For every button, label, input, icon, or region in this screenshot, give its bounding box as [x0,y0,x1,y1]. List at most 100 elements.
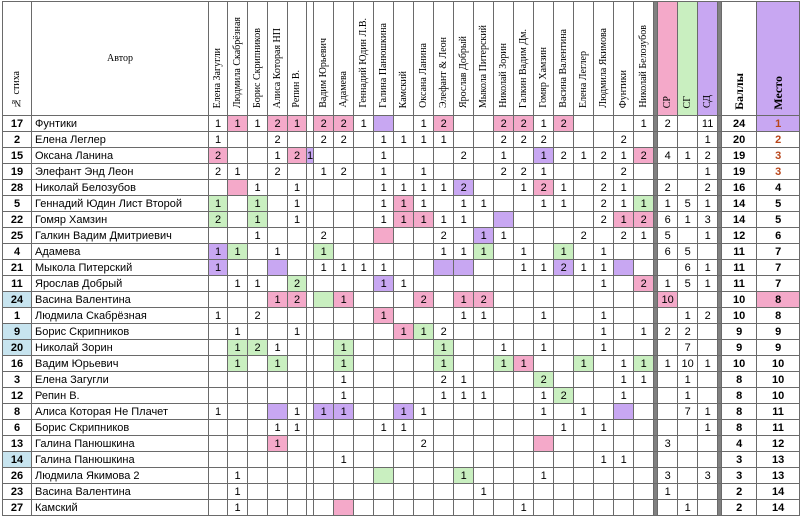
score-cell[interactable] [633,291,655,308]
score-cell[interactable] [433,275,455,292]
score-cell[interactable]: 2 [433,323,455,340]
score-cell[interactable]: 1 [533,339,555,356]
score-cell[interactable]: 1 [473,307,495,324]
score-cell[interactable]: 1 [453,211,475,228]
score-cell[interactable] [573,387,595,404]
score-cell[interactable]: 2 [513,115,535,132]
score-cell[interactable] [453,131,475,148]
score-cell[interactable] [433,499,455,516]
score-cell[interactable] [305,323,315,340]
score-cell[interactable] [513,323,535,340]
score-cell[interactable]: 2 [593,211,615,228]
score-cell[interactable]: 1 [373,211,395,228]
score-cell[interactable] [313,467,335,484]
score-cell[interactable] [227,403,248,420]
score-cell[interactable]: 1 [287,403,307,420]
score-cell[interactable]: 1 [613,371,635,388]
score-cell[interactable]: 1 [593,243,615,260]
score-cell[interactable]: 1 [433,355,455,372]
score-cell[interactable]: 1 [613,387,635,404]
score-cell[interactable]: 1 [573,403,595,420]
score-cell[interactable] [373,115,395,132]
score-cell[interactable] [633,179,655,196]
score-cell[interactable] [333,483,355,500]
score-cell[interactable] [373,451,395,468]
score-cell[interactable] [287,259,307,276]
score-cell[interactable]: 1 [353,115,375,132]
score-cell[interactable]: 2 [208,163,228,180]
score-cell[interactable] [433,163,455,180]
score-cell[interactable] [453,355,475,372]
score-cell[interactable]: 2 [553,147,575,164]
score-cell[interactable] [267,307,288,324]
score-cell[interactable] [247,371,268,388]
score-cell[interactable] [473,211,495,228]
score-cell[interactable] [533,483,555,500]
score-cell[interactable] [413,307,435,324]
score-cell[interactable] [313,291,335,308]
score-cell[interactable] [413,451,435,468]
score-cell[interactable] [593,355,615,372]
score-cell[interactable] [433,291,455,308]
score-cell[interactable] [493,211,515,228]
score-cell[interactable]: 1 [593,307,615,324]
score-cell[interactable] [373,435,395,452]
score-cell[interactable] [593,227,615,244]
author-name[interactable]: Вадим Юрьевич [31,355,209,372]
score-cell[interactable] [267,211,288,228]
score-cell[interactable] [313,147,335,164]
score-cell[interactable] [513,195,535,212]
table-row[interactable]: 22 Гомяр Хамзин 2 1 1 1 1 1 1 1 2 1 2 6 1 3 14 5 [2,211,801,228]
score-cell[interactable]: 2 [553,259,575,276]
score-cell[interactable]: 1 [513,499,535,516]
score-cell[interactable] [313,307,335,324]
score-cell[interactable] [353,275,375,292]
score-cell[interactable]: 1 [267,147,288,164]
score-cell[interactable] [333,179,355,196]
score-cell[interactable]: 1 [593,339,615,356]
score-cell[interactable] [373,483,395,500]
score-cell[interactable]: 1 [227,355,248,372]
score-cell[interactable] [393,499,415,516]
score-cell[interactable] [287,371,307,388]
score-cell[interactable] [453,163,475,180]
score-cell[interactable]: 1 [393,131,415,148]
score-cell[interactable]: 1 [453,307,475,324]
score-cell[interactable] [227,195,248,212]
score-cell[interactable]: 1 [208,243,228,260]
score-cell[interactable]: 1 [267,435,288,452]
score-cell[interactable]: 1 [513,259,535,276]
score-cell[interactable] [353,243,375,260]
score-cell[interactable] [287,307,307,324]
score-cell[interactable] [573,291,595,308]
score-cell[interactable] [313,323,335,340]
score-cell[interactable] [333,435,355,452]
score-cell[interactable] [313,371,335,388]
score-cell[interactable] [333,467,355,484]
score-cell[interactable]: 1 [613,179,635,196]
score-cell[interactable] [493,323,515,340]
score-cell[interactable] [513,435,535,452]
score-cell[interactable]: 2 [593,179,615,196]
score-cell[interactable] [305,371,315,388]
score-cell[interactable] [533,243,555,260]
score-cell[interactable] [593,387,615,404]
score-cell[interactable] [553,211,575,228]
score-cell[interactable] [553,435,575,452]
score-cell[interactable] [208,275,228,292]
score-cell[interactable]: 2 [633,147,655,164]
table-row[interactable]: 16 Вадим Юрьевич 1 1 1 1 1 1 1 1 1 1 10 1 10 10 [2,355,801,372]
score-cell[interactable]: 2 [553,387,575,404]
score-cell[interactable] [433,483,455,500]
score-cell[interactable]: 1 [433,243,455,260]
table-row[interactable]: 5 Геннадий Юдин Лист Второй 1 1 1 1 1 1 1 1 1 1 2 1 1 1… [2,195,801,212]
score-cell[interactable] [393,355,415,372]
score-cell[interactable]: 2 [433,227,455,244]
score-cell[interactable] [353,147,375,164]
score-cell[interactable]: 1 [373,179,395,196]
author-name[interactable]: Ярослав Добрый [31,275,209,292]
score-cell[interactable] [305,243,315,260]
score-cell[interactable]: 1 [287,115,307,132]
score-cell[interactable] [453,499,475,516]
score-cell[interactable] [493,195,515,212]
